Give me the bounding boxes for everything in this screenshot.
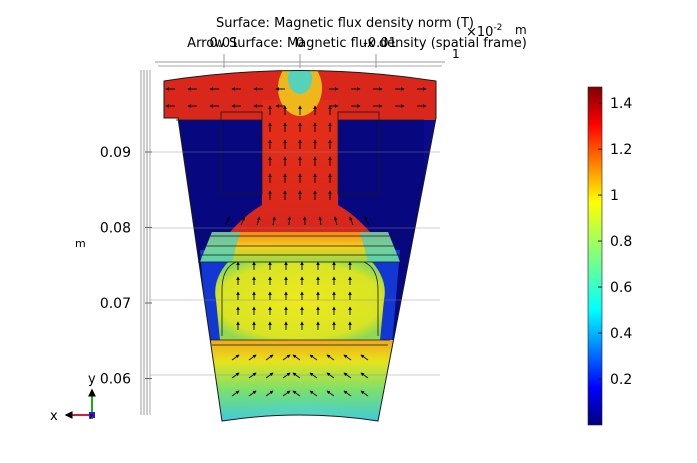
x-tick-label-0: 0.01	[210, 36, 239, 51]
flux-arrow	[248, 354, 257, 361]
flux-arrow	[265, 354, 274, 361]
model-geometry	[150, 70, 440, 422]
flux-arrow	[309, 372, 318, 379]
flux-arrow	[287, 216, 292, 226]
flux-arrow	[292, 390, 301, 397]
flux-arrow	[349, 216, 354, 226]
flux-arrow	[343, 372, 352, 379]
flux-arrow	[292, 354, 301, 361]
triad-z-marker	[89, 412, 95, 418]
colorbar-gradient	[587, 86, 603, 426]
flux-arrow	[272, 216, 276, 226]
flux-arrow	[265, 372, 274, 379]
triad-x-label: x	[50, 409, 58, 424]
flux-arrow	[256, 216, 261, 226]
colorbar-tick-label-4: 0.6	[610, 280, 632, 296]
flux-arrow	[231, 372, 240, 379]
flux-arrow	[309, 354, 318, 361]
flux-arrow	[248, 390, 257, 397]
y-axis: m 0.09 0.08 0.07 0.06	[75, 70, 152, 415]
region-lower-pole	[215, 262, 385, 340]
colorbar: 1.4 1.2 1 0.8 0.6 0.4 0.2	[587, 86, 632, 426]
geometry-edges	[176, 111, 424, 346]
colorbar-tick-label-6: 0.2	[610, 372, 632, 388]
flux-arrow	[282, 390, 291, 397]
flux-arrows	[165, 87, 427, 397]
flux-arrow	[343, 390, 352, 397]
plot-title-line-1: Surface: Magnetic flux density norm (T)	[216, 16, 474, 31]
flux-arrow	[326, 354, 335, 361]
y-tick-label-2: 0.07	[100, 296, 131, 312]
y-tick-label-3: 0.06	[100, 372, 131, 388]
colorbar-tick-label-0: 1.4	[610, 96, 632, 112]
region-tooth-tip	[200, 232, 400, 262]
flux-arrow	[231, 354, 240, 361]
x-multiplier-label: ×10-2	[466, 23, 502, 40]
flux-arrow	[318, 216, 322, 226]
flux-arrow	[343, 354, 352, 361]
colorbar-tick-label-3: 0.8	[610, 234, 632, 250]
flux-arrow	[282, 354, 291, 361]
flux-arrow	[360, 354, 369, 361]
flux-arrow	[282, 372, 291, 379]
triad-y-label: y	[88, 372, 96, 387]
flux-arrow	[231, 390, 240, 397]
flux-arrow	[240, 216, 245, 226]
colorbar-tick-label-5: 0.4	[610, 326, 632, 342]
flux-arrow	[360, 390, 369, 397]
flux-arrow	[309, 390, 318, 397]
flux-arrow	[265, 390, 274, 397]
flux-arrow	[326, 372, 335, 379]
flux-arrow	[248, 372, 257, 379]
y-axis-label: m	[75, 237, 86, 250]
x-unit-label: m	[515, 23, 527, 37]
domain-outline	[163, 70, 437, 422]
flux-arrow	[326, 390, 335, 397]
y-tick-label-0: 0.09	[100, 145, 131, 161]
triad-z-label: z	[89, 412, 93, 421]
x-tick-label-2: -0.01	[363, 36, 397, 51]
colorbar-tick-label-1: 1.2	[610, 142, 632, 158]
flux-arrow	[333, 216, 338, 226]
axis-triad: y x z	[50, 372, 96, 424]
x-tick-label-1: 0	[296, 36, 304, 51]
flux-arrow	[224, 216, 230, 226]
y-tick-label-1: 0.08	[100, 221, 131, 237]
flux-arrow	[360, 372, 369, 379]
x-axis: 0.01 0 -0.01 ×10-2 m 1	[155, 23, 527, 68]
flux-arrow	[292, 372, 301, 379]
colorbar-tick-label-2: 1	[610, 188, 619, 204]
x-extra-label: 1	[452, 47, 460, 61]
flux-arrow	[364, 216, 370, 226]
plot-title-line-2: Arrow Surface: Magnetic flux density (sp…	[187, 36, 527, 51]
